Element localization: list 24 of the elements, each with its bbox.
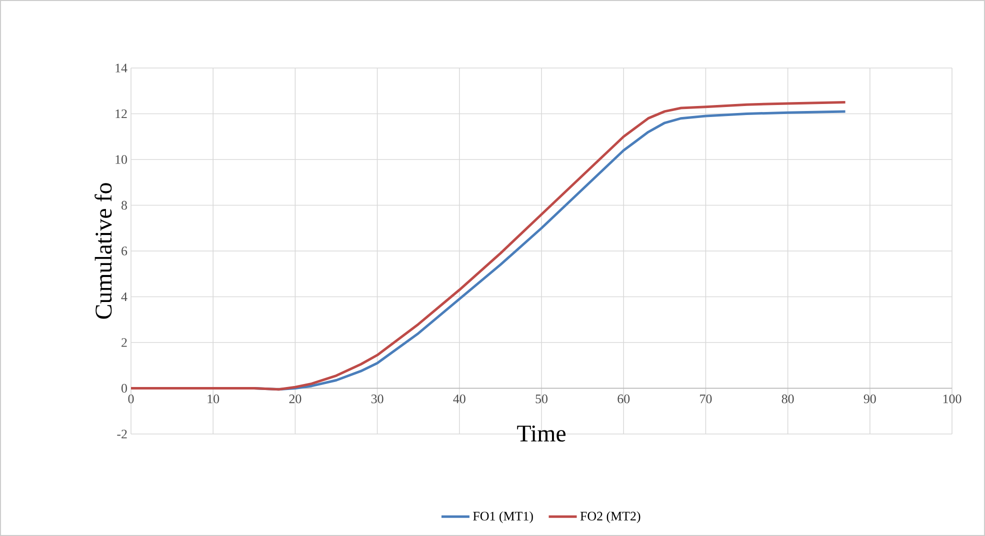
x-tick-label: 50: [536, 394, 548, 404]
y-tick-label: -2: [117, 430, 127, 438]
x-tick-label: 60: [618, 394, 630, 404]
x-tick-label: 40: [453, 394, 466, 404]
y-tick-label: 12: [116, 109, 127, 118]
legend-label: FO1 (MT1): [473, 511, 533, 524]
y-axis-title: Cumulative fo: [94, 183, 112, 319]
x-axis-title: Time: [517, 426, 566, 442]
x-tick-label: 100: [943, 394, 962, 404]
x-tick-label: 30: [371, 394, 384, 404]
x-tick-label: 90: [864, 394, 876, 404]
y-tick-label: 0: [122, 384, 127, 393]
y-tick-label: 14: [116, 64, 128, 72]
x-tick-label: 0: [128, 394, 134, 404]
x-tick-label: 70: [700, 394, 712, 404]
legend-label: FO2 (MT2): [580, 511, 640, 524]
y-tick-label: 4: [121, 292, 128, 302]
y-tick-label: 6: [122, 246, 128, 256]
y-tick-label: 8: [122, 200, 127, 210]
x-tick-label: 80: [782, 394, 794, 404]
y-tick-label: 10: [116, 155, 127, 164]
y-tick-label: 2: [122, 338, 127, 347]
x-tick-label: 20: [289, 394, 302, 404]
x-tick-label: 10: [208, 394, 220, 404]
